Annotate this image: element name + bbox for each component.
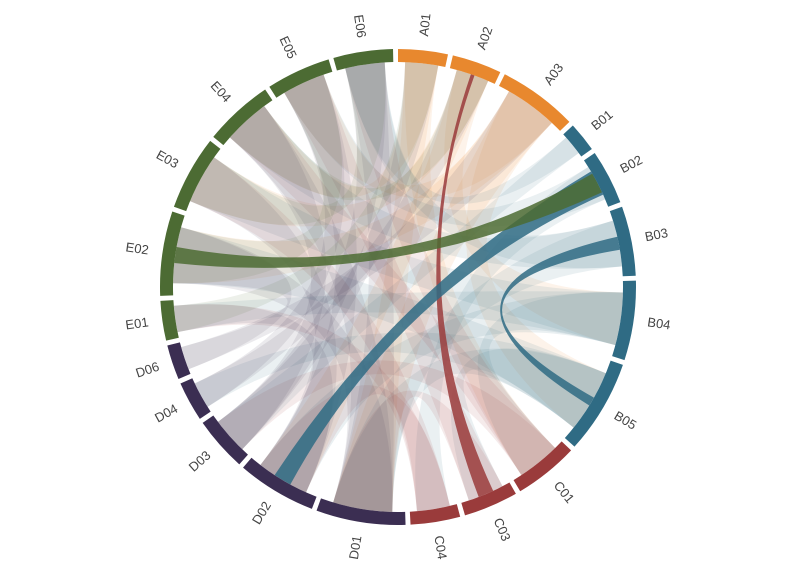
label-E01: E01 <box>124 314 149 332</box>
label-D03: D03 <box>186 448 214 475</box>
label-A02: A02 <box>474 25 496 52</box>
label-C01: C01 <box>551 478 578 506</box>
label-D01: D01 <box>346 534 365 560</box>
label-B05: B05 <box>612 408 640 433</box>
label-D04: D04 <box>152 401 180 426</box>
label-B02: B02 <box>617 152 644 176</box>
label-B03: B03 <box>644 225 670 244</box>
label-D02: D02 <box>249 499 274 527</box>
label-C04: C04 <box>431 534 450 560</box>
label-E05: E05 <box>277 34 300 61</box>
label-B01: B01 <box>588 107 615 133</box>
label-E02: E02 <box>125 239 150 257</box>
label-D06: D06 <box>134 359 161 381</box>
label-E04: E04 <box>208 78 235 105</box>
chord-diagram: A01 A02 A03 B01B02 B03 B04 B05 C01 C03 C04 D01 D02 D… <box>0 0 796 575</box>
label-C03: C03 <box>491 516 514 544</box>
label-B04: B04 <box>647 314 672 332</box>
ribbons-faint <box>173 62 623 512</box>
label-E03: E03 <box>154 147 182 171</box>
label-A01: A01 <box>416 12 433 37</box>
label-E06: E06 <box>351 14 369 39</box>
label-A03: A03 <box>541 60 567 88</box>
